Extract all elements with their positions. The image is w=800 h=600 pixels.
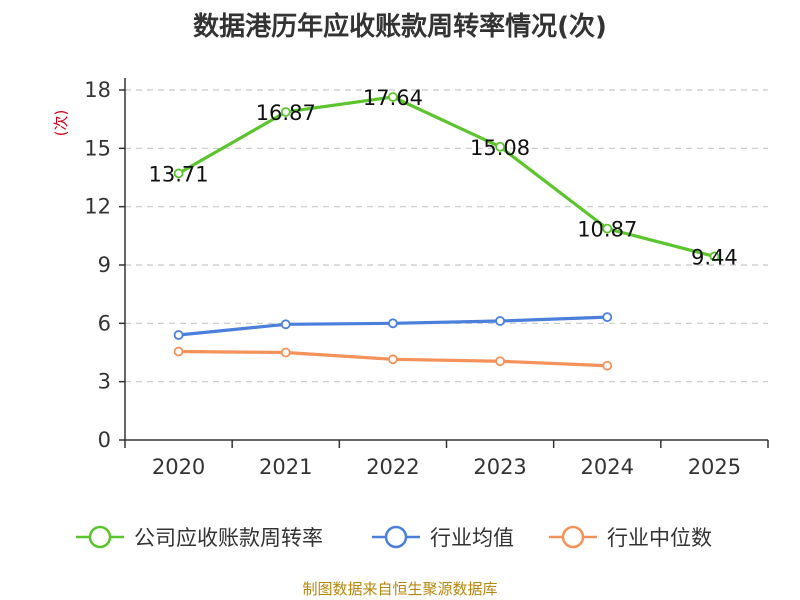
data-point: [602, 312, 613, 323]
axes: 0 3 6 9 12 15 18 (次) 2020 2021 2022 2023 2024 2025: [52, 78, 769, 479]
data-point: [495, 356, 505, 367]
x-tick-label: 2021: [259, 455, 312, 479]
data-label: 17.64: [363, 86, 423, 110]
legend-label: 行业均值: [430, 526, 514, 550]
data-label: 15.08: [470, 136, 530, 160]
x-tick-label: 2020: [152, 455, 205, 479]
y-axis-label: (次): [52, 110, 70, 137]
data-label: 10.87: [577, 218, 637, 242]
series-line: [176, 95, 717, 259]
data-point: [602, 360, 613, 371]
y-tick-label: 18: [84, 78, 111, 102]
grid-lines: [125, 89, 768, 383]
data-point: [173, 330, 184, 340]
x-tick-label: 2024: [581, 455, 634, 479]
data-point: [709, 251, 720, 262]
data-point: [280, 347, 291, 358]
data-point: [173, 168, 184, 179]
y-tick-label: 9: [98, 253, 111, 277]
legend-marker: [561, 525, 585, 549]
legend-marker: [384, 525, 408, 549]
data-point: [280, 107, 291, 117]
y-tick-label: 6: [98, 311, 111, 335]
data-point: [280, 319, 291, 330]
source-note: 制图数据来自恒生聚源数据库: [302, 580, 498, 598]
x-tick-label: 2023: [473, 455, 526, 479]
y-tick-label: 15: [84, 136, 111, 160]
data-point: [388, 354, 398, 365]
data-point: [173, 346, 184, 357]
data-point: [495, 316, 505, 326]
y-tick-label: 3: [98, 370, 111, 394]
series-lines: [173, 92, 720, 371]
legend-label: 公司应收账款周转率: [134, 526, 323, 550]
data-point: [388, 318, 398, 329]
y-tick-label: 12: [84, 195, 111, 219]
data-point: [602, 223, 613, 234]
data-label: 16.87: [256, 101, 316, 125]
data-labels: 13.71 16.87 17.64 15.08 10.87 9.44: [149, 86, 738, 269]
legend-marker: [88, 525, 112, 549]
data-label: 13.71: [149, 162, 209, 186]
legend: 公司应收账款周转率 行业均值 行业中位数: [76, 525, 712, 550]
y-tick-label: 0: [98, 428, 111, 452]
data-point: [388, 92, 398, 102]
x-tick-label: 2025: [688, 455, 741, 479]
x-tick-label: 2022: [366, 455, 419, 479]
legend-label: 行业中位数: [607, 526, 712, 550]
chart-title: 数据港历年应收账款周转率情况(次): [193, 12, 607, 42]
data-point: [495, 141, 505, 152]
data-label: 9.44: [691, 245, 738, 269]
